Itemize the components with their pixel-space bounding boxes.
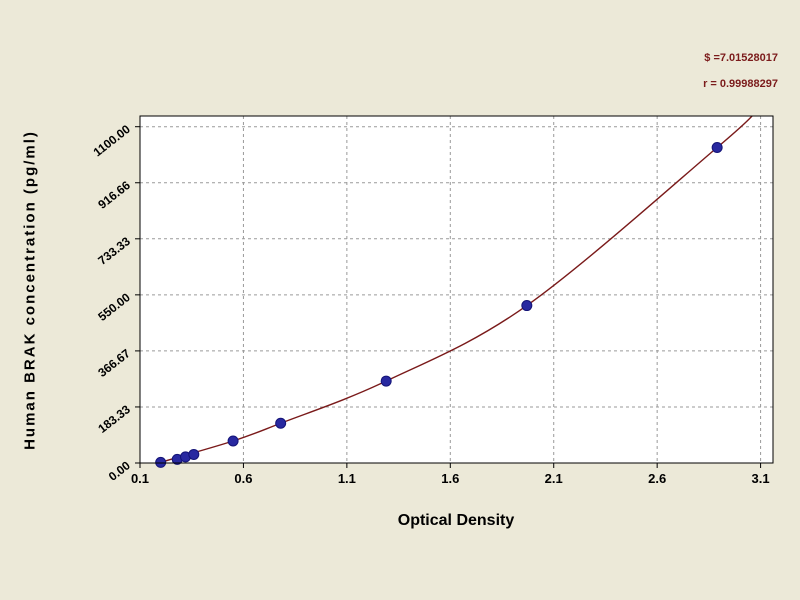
x-tick-label: 0.6 [234,471,252,486]
x-axis-title: Optical Density [397,512,515,529]
data-point-marker [521,300,533,312]
correlation-coefficient-annotation: r = 0.99988297 [703,78,778,90]
y-tick-label: 366.67 [95,346,133,380]
x-tick-label: 0.1 [131,471,149,486]
data-point-marker [380,375,392,387]
x-tick-label: 3.1 [752,471,770,486]
x-tick-label: 1.1 [338,471,356,486]
plot-area-background [140,116,773,463]
plot-frame [139,115,774,464]
data-point-marker [188,448,200,460]
data-point-marker [155,456,167,468]
data-point-marker [227,435,239,447]
y-tick-label: 0.00 [106,458,133,484]
data-point-marker [711,141,723,153]
data-point-marker [275,417,287,429]
y-tick-label: 550.00 [95,290,133,324]
y-tick-label: 733.33 [95,234,133,268]
x-tick-label: 1.6 [441,471,459,486]
y-tick-label: 916.66 [95,178,133,212]
x-tick-label: 2.6 [648,471,666,486]
y-tick-label: 183.33 [95,402,133,436]
y-tick-label: 1100.00 [91,122,134,160]
x-tick-label: 2.1 [545,471,563,486]
fit-parameter-annotation: $ =7.01528017 [704,52,778,64]
